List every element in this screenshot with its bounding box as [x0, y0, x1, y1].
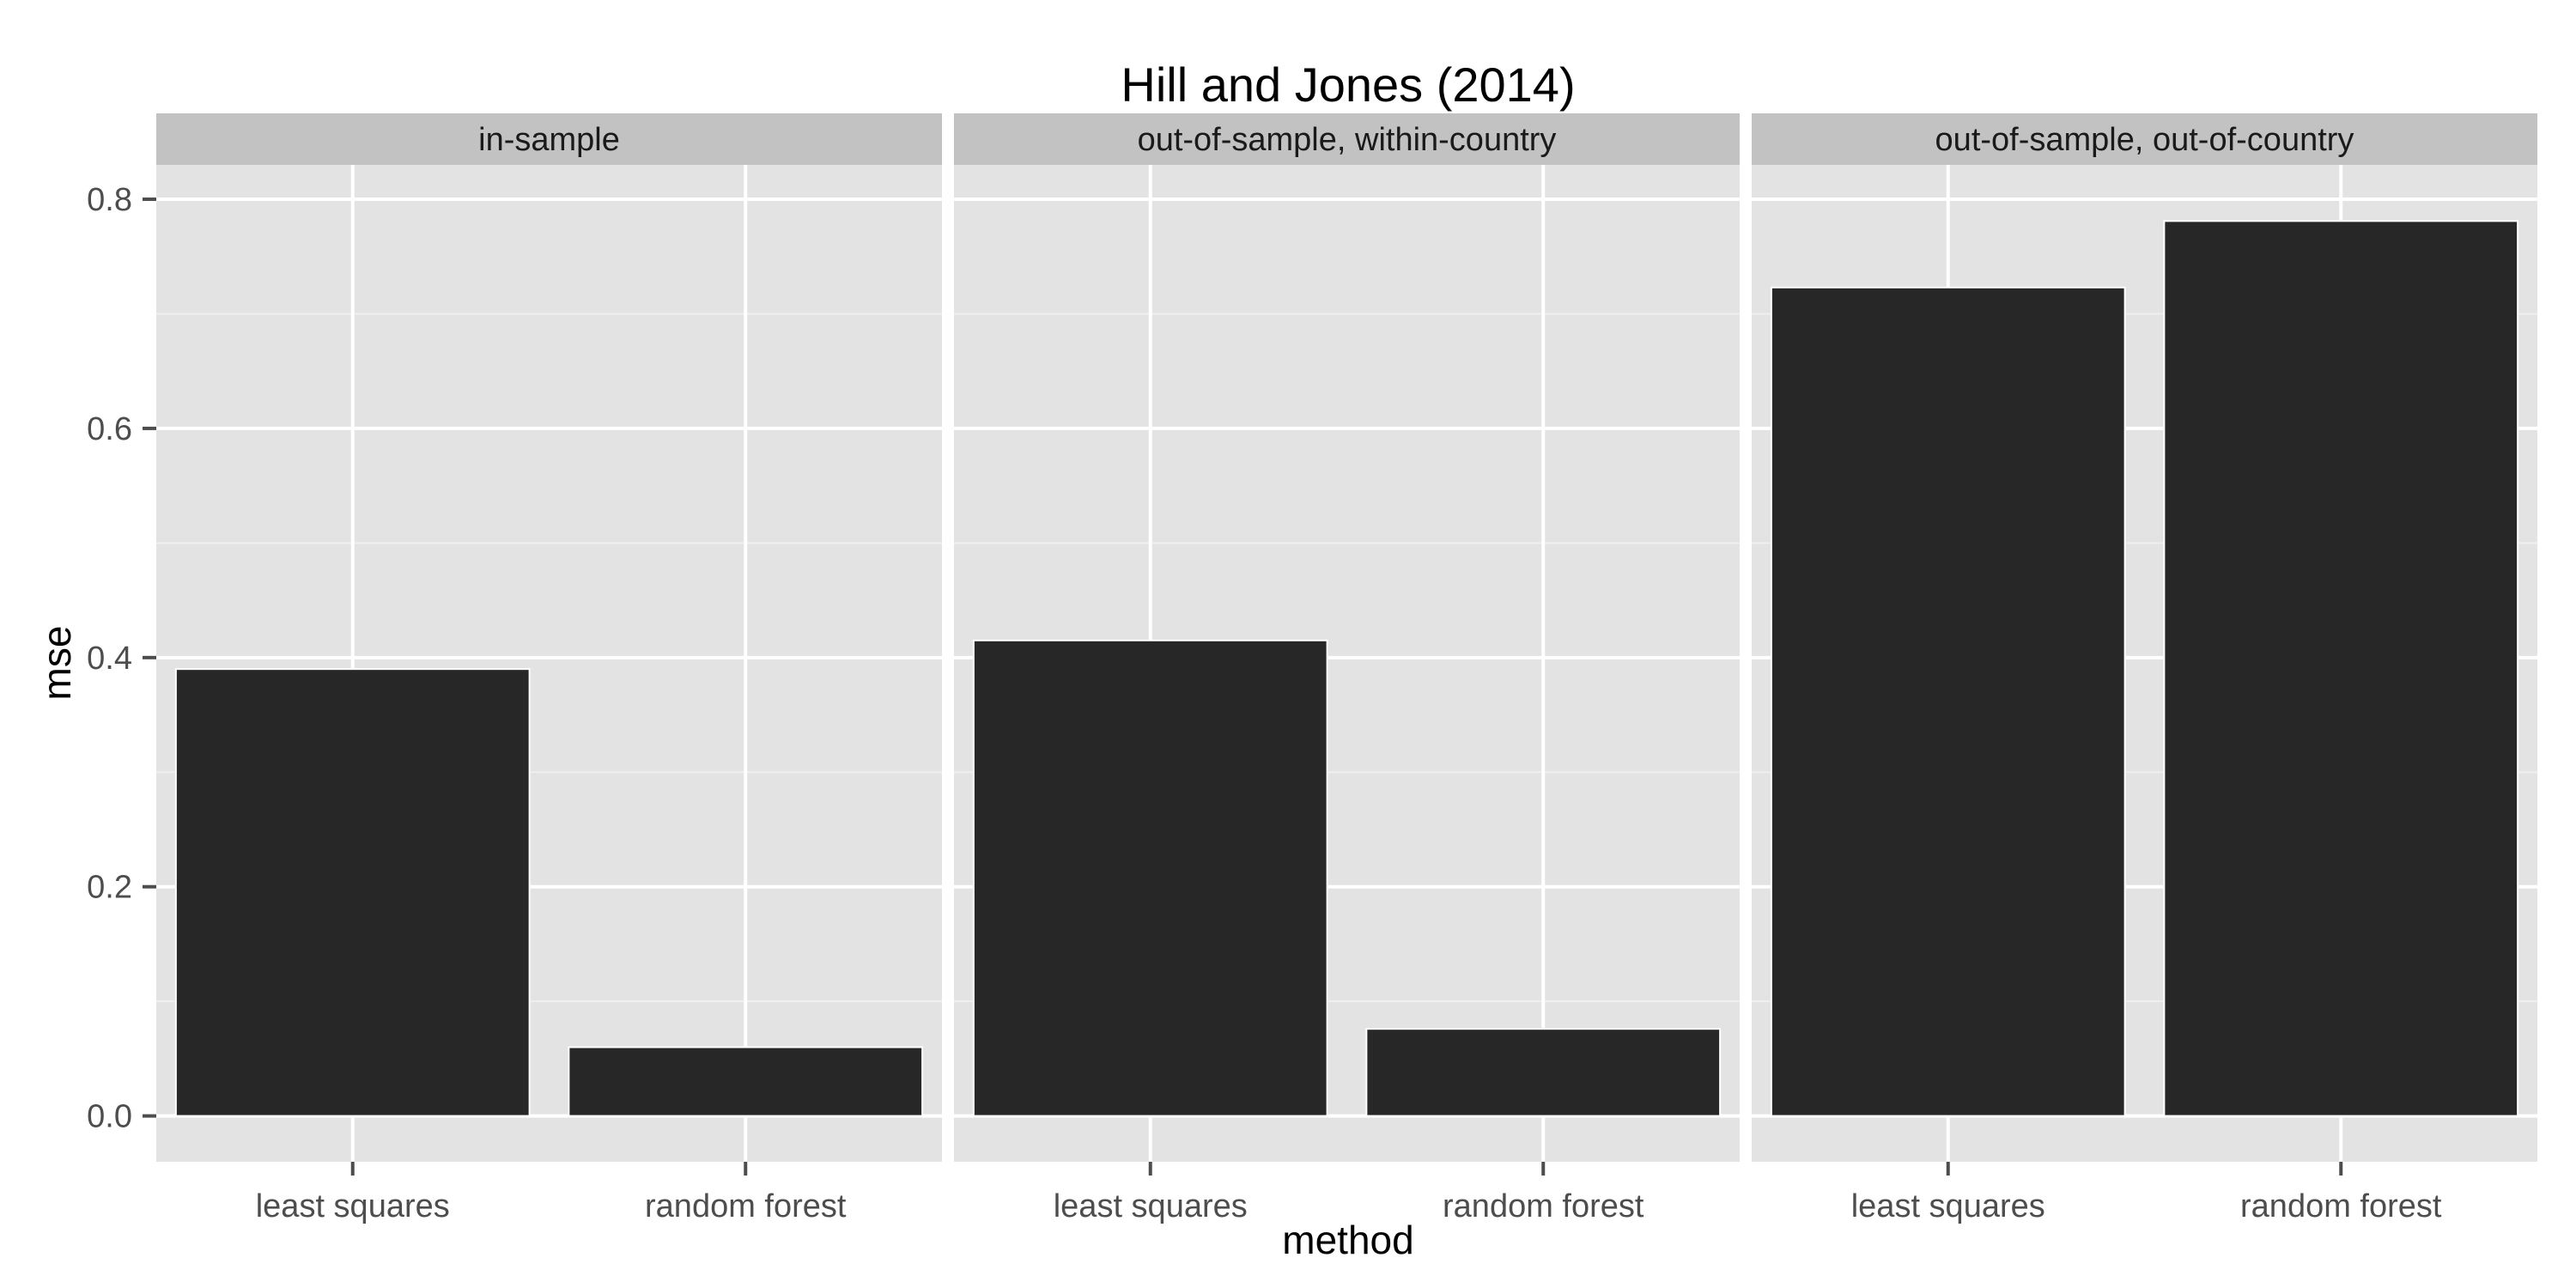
y-axis: 0.0 0.2 0.4 0.6 0.8 [87, 182, 156, 1135]
facet-label: out-of-sample, within-country [1138, 122, 1557, 158]
x-axis-title: method [1282, 1218, 1413, 1262]
facet-panel: least squares random forest out-of-sample,… [954, 113, 1740, 1224]
x-tick-label: random forest [2240, 1188, 2442, 1224]
bar-least-squares [174, 668, 531, 1117]
facet-panel: least squares random forest in-sample [156, 113, 942, 1224]
x-tick-label: least squares [1054, 1188, 1248, 1224]
y-tick-label: 0.0 [87, 1099, 132, 1135]
bar-random-forest [2163, 220, 2519, 1117]
y-tick-label: 0.4 [87, 641, 132, 677]
facet-strip [1752, 113, 2537, 165]
x-tick-label: random forest [1443, 1188, 1644, 1224]
facet-label: in-sample [478, 122, 620, 158]
bar-least-squares [1770, 286, 2126, 1117]
chart-title: Hill and Jones (2014) [1121, 58, 1575, 112]
facet-strip [156, 113, 942, 165]
bar-random-forest [1365, 1028, 1722, 1117]
y-tick-label: 0.8 [87, 182, 132, 218]
y-tick-label: 0.2 [87, 870, 132, 906]
x-tick-label: least squares [1851, 1188, 2045, 1224]
bar-least-squares [972, 639, 1328, 1117]
facet-label: out-of-sample, out-of-country [1935, 122, 2354, 158]
x-tick-label: least squares [256, 1188, 450, 1224]
y-axis-title: mse [34, 626, 79, 701]
bar-random-forest [568, 1046, 924, 1117]
y-tick-label: 0.6 [87, 411, 132, 447]
facet-panel: least squares random forest out-of-sample,… [1752, 113, 2537, 1224]
facet-panels: least squares random forestin-sampleleast… [156, 113, 2537, 1224]
x-tick-label: random forest [645, 1188, 847, 1224]
facet-strip [954, 113, 1740, 165]
